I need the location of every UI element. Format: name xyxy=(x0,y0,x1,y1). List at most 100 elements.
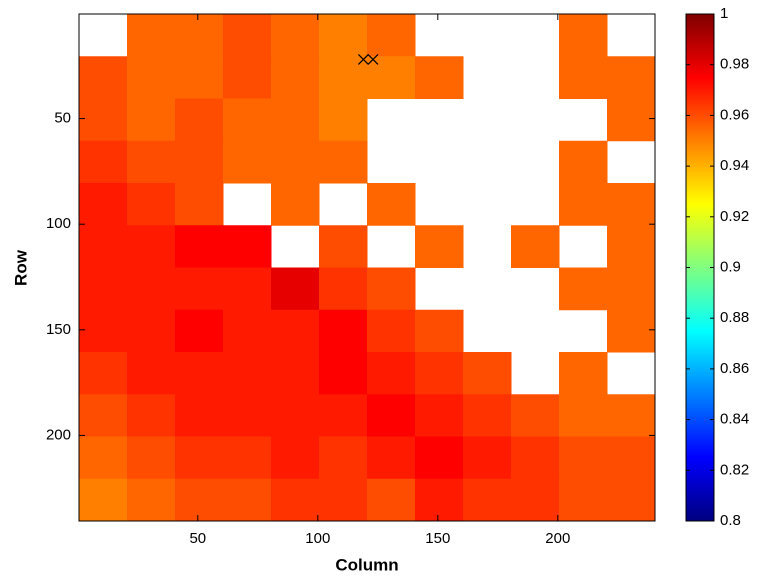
colorbar-tick-label: 0.84 xyxy=(720,411,749,428)
heatmap-cell xyxy=(367,478,416,522)
heatmap-cell xyxy=(511,436,560,480)
heatmap-cell xyxy=(607,267,656,311)
heatmap-cell xyxy=(319,478,368,522)
heatmap-cell xyxy=(223,436,272,480)
heatmap-cell xyxy=(175,394,224,437)
heatmap-cell xyxy=(79,183,128,226)
heatmap-cell xyxy=(127,183,176,226)
y-tick-label: 200 xyxy=(46,426,71,443)
heatmap-cell xyxy=(607,183,656,226)
heatmap-cell xyxy=(319,436,368,480)
heatmap-cell xyxy=(175,14,224,57)
colorbar-tick-label: 0.9 xyxy=(720,258,741,275)
heatmap-cell xyxy=(559,436,608,480)
heatmap-cell xyxy=(367,436,416,480)
heatmap-cell xyxy=(223,56,272,99)
heatmap-cell xyxy=(367,183,416,226)
x-marker xyxy=(367,53,379,65)
heatmap-cell xyxy=(271,352,320,395)
x-tick-label: 50 xyxy=(189,530,206,547)
heatmap-cell xyxy=(511,394,560,437)
heatmap-cell xyxy=(79,56,128,99)
heatmap-cell xyxy=(223,352,272,395)
heatmap-cell xyxy=(223,98,272,142)
heatmap-cell xyxy=(223,140,272,184)
colorbar-tick-label: 0.96 xyxy=(720,106,749,123)
heatmap-cell xyxy=(271,478,320,522)
heatmap-cell xyxy=(175,436,224,480)
heatmap-cell xyxy=(223,14,272,57)
heatmap-cell xyxy=(319,309,368,353)
heatmap-cell xyxy=(127,352,176,395)
heatmap-cell xyxy=(559,267,608,311)
colorbar-tick-label: 0.92 xyxy=(720,208,749,225)
heatmap-cell xyxy=(415,352,464,395)
heatmap-cell xyxy=(607,436,656,480)
heatmap-cell xyxy=(319,98,368,142)
heatmap-cell xyxy=(127,436,176,480)
plot-frame xyxy=(78,13,656,522)
y-tick-label: 150 xyxy=(46,321,71,338)
heatmap-cell xyxy=(223,478,272,522)
heatmap-cell xyxy=(127,98,176,142)
heatmap-cells xyxy=(79,14,656,522)
heatmap-cell xyxy=(271,394,320,437)
x-tick-label: 100 xyxy=(305,530,330,547)
colorbar xyxy=(685,13,715,522)
heatmap-cell xyxy=(175,98,224,142)
heatmap-cell xyxy=(271,436,320,480)
heatmap-cell xyxy=(175,183,224,226)
heatmap-cell xyxy=(607,394,656,437)
heatmap-cell xyxy=(463,394,512,437)
heatmap-cell xyxy=(271,267,320,311)
heatmap-cell xyxy=(79,98,128,142)
heatmap-cell xyxy=(319,140,368,184)
heatmap-cell xyxy=(223,267,272,311)
heatmap-cell xyxy=(367,309,416,353)
heatmap-cell xyxy=(319,394,368,437)
colorbar-tick-label: 0.98 xyxy=(720,56,749,73)
heatmap-cell xyxy=(79,394,128,437)
heatmap-cell xyxy=(559,140,608,184)
heatmap-cell xyxy=(319,225,368,268)
y-axis-title: Row xyxy=(11,249,30,286)
heatmap-cell xyxy=(127,478,176,522)
heatmap-cell xyxy=(79,140,128,184)
heatmap-cell xyxy=(463,352,512,395)
heatmap-cell xyxy=(319,352,368,395)
heatmap-cell xyxy=(367,267,416,311)
heatmap-cell xyxy=(559,14,608,57)
heatmap-cell xyxy=(271,309,320,353)
colorbar-tick-label: 1 xyxy=(720,5,728,22)
colorbar-tick-label: 0.88 xyxy=(720,309,749,326)
heatmap-cell xyxy=(127,14,176,57)
heatmap-cell xyxy=(79,352,128,395)
heatmap-cell xyxy=(559,56,608,99)
heatmap-cell xyxy=(175,56,224,99)
x-marker xyxy=(357,53,369,65)
heatmap-cell xyxy=(511,478,560,522)
heatmap-cell xyxy=(559,478,608,522)
x-axis-title: Column xyxy=(335,555,398,574)
heatmap-cell xyxy=(127,267,176,311)
heatmap-cell xyxy=(223,309,272,353)
heatmap-cell xyxy=(559,394,608,437)
heatmap-cell xyxy=(175,140,224,184)
heatmap-cell xyxy=(607,309,656,353)
heatmap-cell xyxy=(559,183,608,226)
heatmap-cell xyxy=(175,225,224,268)
colorbar-tick-label: 0.86 xyxy=(720,360,749,377)
heatmap-cell xyxy=(319,14,368,57)
heatmap-cell xyxy=(415,436,464,480)
heatmap-cell xyxy=(607,98,656,142)
heatmap-cell xyxy=(415,225,464,268)
heatmap-cell xyxy=(79,309,128,353)
heatmap-cell xyxy=(79,267,128,311)
heatmap-cell xyxy=(175,478,224,522)
x-tick-label: 200 xyxy=(545,530,570,547)
x-tick-label: 150 xyxy=(425,530,450,547)
heatmap-cell xyxy=(79,225,128,268)
heatmap-cell xyxy=(79,478,128,522)
